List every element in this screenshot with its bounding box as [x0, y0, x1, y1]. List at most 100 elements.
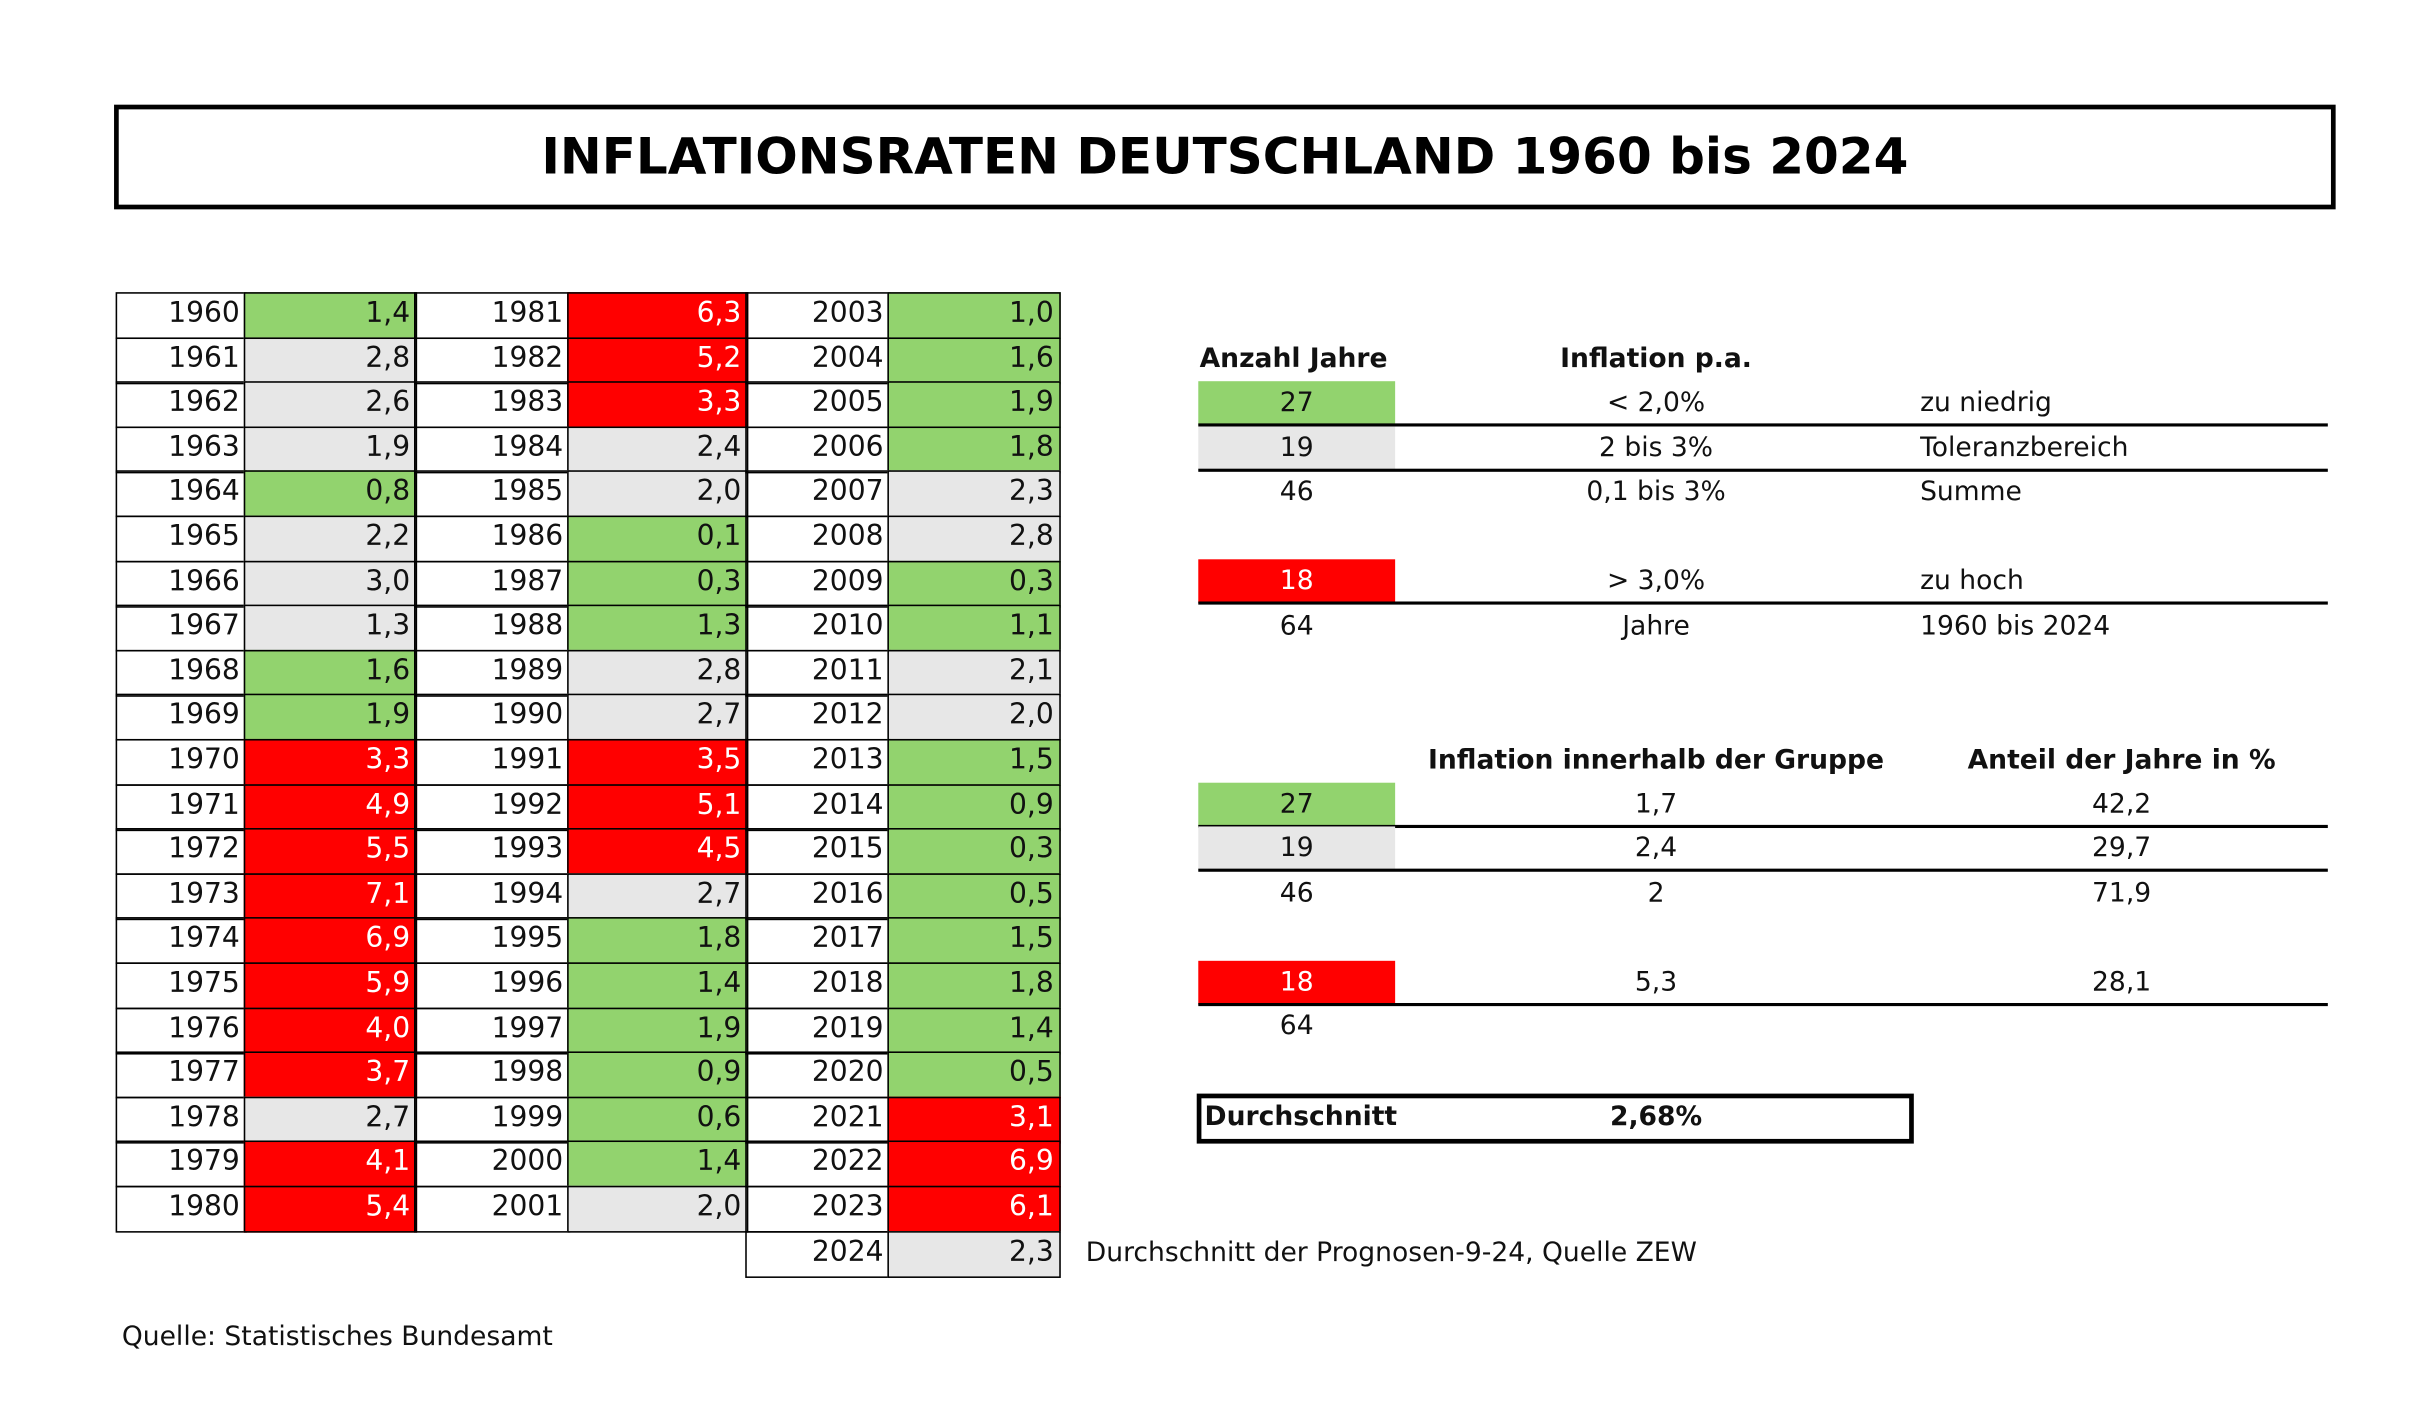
- year-cell: 1979: [115, 1141, 247, 1189]
- column-header: Anzahl Jahre: [1199, 343, 1388, 375]
- average-value: 2,68%: [1609, 1101, 1703, 1133]
- year-cell: 2013: [745, 738, 890, 786]
- year-cell: 1962: [115, 381, 247, 429]
- row-rule: [1198, 468, 2328, 472]
- value-cell: 6,9: [887, 1141, 1061, 1189]
- value-cell: 3,7: [243, 1051, 417, 1099]
- value-cell: 2,7: [567, 694, 748, 742]
- row-rule: [1198, 1002, 2328, 1006]
- year-cell: 1987: [414, 560, 570, 608]
- year-cell: 1966: [115, 560, 247, 608]
- year-cell: 1980: [115, 1185, 247, 1233]
- label: 1960 bis 2024: [1920, 610, 2111, 643]
- count-fill: [1198, 426, 1396, 471]
- year-cell: 2011: [745, 649, 890, 697]
- value-cell: 1,5: [887, 917, 1061, 965]
- year-cell: 2012: [745, 694, 890, 742]
- year-cell: 1992: [414, 783, 570, 831]
- count: 19: [1279, 432, 1314, 465]
- title: INFLATIONSRATEN DEUTSCHLAND 1960 bis 202…: [541, 126, 1909, 186]
- value-cell: 2,1: [887, 649, 1061, 697]
- count: 27: [1279, 387, 1314, 419]
- year-cell: 1981: [414, 292, 570, 340]
- value-cell: 2,8: [567, 649, 748, 697]
- value-cell: 0,3: [887, 560, 1061, 608]
- label: zu hoch: [1920, 565, 2024, 597]
- year-cell: 1991: [414, 738, 570, 786]
- group: 2: [1647, 878, 1665, 910]
- year-cell: 1975: [115, 962, 247, 1010]
- value-cell: 2,3: [887, 470, 1061, 518]
- share: 28,1: [2092, 967, 2152, 999]
- year-cell: 1984: [414, 426, 570, 474]
- count: 64: [1279, 1010, 1314, 1043]
- value-cell: 7,1: [243, 873, 417, 921]
- year-cell: 1974: [115, 917, 247, 965]
- value-cell: 3,0: [243, 560, 417, 608]
- year-cell: 2014: [745, 783, 890, 831]
- value-cell: 0,3: [887, 828, 1061, 876]
- group: 1,7: [1634, 788, 1678, 821]
- value-cell: 2,0: [567, 1185, 748, 1233]
- year-cell: 1972: [115, 828, 247, 876]
- year-cell: 1996: [414, 962, 570, 1010]
- count-fill: [1198, 782, 1396, 827]
- year-cell: 1990: [414, 694, 570, 742]
- value-cell: 1,8: [567, 917, 748, 965]
- year-cell: 1985: [414, 470, 570, 518]
- value-cell: 6,3: [567, 292, 748, 340]
- year-cell: 1976: [115, 1007, 247, 1055]
- value-cell: 2,7: [567, 873, 748, 921]
- value-cell: 1,6: [887, 336, 1061, 384]
- year-cell: 1999: [414, 1096, 570, 1144]
- year-cell: 1970: [115, 738, 247, 786]
- year-cell: 2006: [745, 426, 890, 474]
- year-cell: 2024: [745, 1230, 890, 1278]
- year-cell: 1960: [115, 292, 247, 340]
- year-cell: 1993: [414, 828, 570, 876]
- count-fill: [1198, 381, 1396, 425]
- range: Jahre: [1622, 610, 1690, 643]
- value-cell: 2,2: [243, 515, 417, 563]
- count: 64: [1279, 610, 1314, 643]
- average-box: [1196, 1093, 1914, 1144]
- value-cell: 5,5: [243, 828, 417, 876]
- value-cell: 1,5: [887, 738, 1061, 786]
- value-cell: 1,4: [567, 1141, 748, 1189]
- value-cell: 2,8: [887, 515, 1061, 563]
- value-cell: 0,9: [567, 1051, 748, 1099]
- value-cell: 2,8: [243, 336, 417, 384]
- value-cell: 4,5: [567, 828, 748, 876]
- value-cell: 2,0: [887, 694, 1061, 742]
- year-cell: 2020: [745, 1051, 890, 1099]
- year-cell: 1983: [414, 381, 570, 429]
- value-cell: 0,9: [887, 783, 1061, 831]
- count: 46: [1279, 878, 1314, 910]
- value-cell: 1,3: [567, 604, 748, 652]
- year-cell: 1968: [115, 649, 247, 697]
- year-cell: 1967: [115, 604, 247, 652]
- year-cell: 1982: [414, 336, 570, 384]
- year-cell: 1978: [115, 1096, 247, 1144]
- year-cell: 2015: [745, 828, 890, 876]
- value-cell: 1,1: [887, 604, 1061, 652]
- year-cell: 2000: [414, 1141, 570, 1189]
- year-cell: 1969: [115, 694, 247, 742]
- range: < 2,0%: [1606, 387, 1706, 419]
- value-cell: 6,9: [243, 917, 417, 965]
- value-cell: 5,1: [567, 783, 748, 831]
- year-cell: 1961: [115, 336, 247, 384]
- value-cell: 0,5: [887, 1051, 1061, 1099]
- value-cell: 1,9: [243, 426, 417, 474]
- row-rule: [1198, 423, 2328, 426]
- value-cell: 5,2: [567, 336, 748, 384]
- year-cell: 1973: [115, 873, 247, 921]
- count: 46: [1279, 476, 1314, 508]
- group: 2,4: [1634, 832, 1678, 864]
- year-cell: 2019: [745, 1007, 890, 1055]
- value-cell: 1,9: [887, 381, 1061, 429]
- group: 5,3: [1634, 967, 1678, 999]
- value-cell: 1,4: [243, 292, 417, 340]
